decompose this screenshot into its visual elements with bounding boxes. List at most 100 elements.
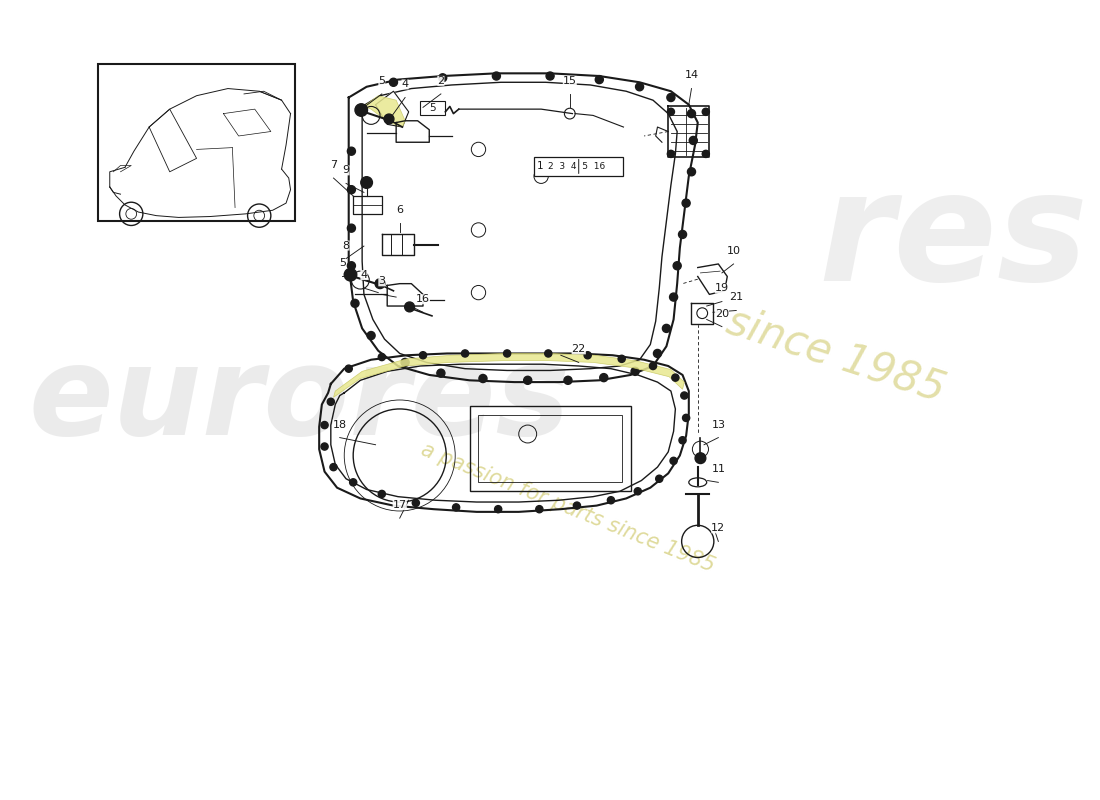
Polygon shape [375,91,409,127]
Circle shape [544,350,552,357]
Circle shape [653,350,661,358]
Text: 4: 4 [361,270,367,280]
Circle shape [348,186,355,194]
Circle shape [344,269,356,281]
Circle shape [536,506,543,513]
Text: 6: 6 [396,205,404,214]
Circle shape [348,224,355,232]
Polygon shape [692,303,713,324]
Text: since 1985: since 1985 [722,300,952,410]
Circle shape [631,367,639,375]
Circle shape [667,94,675,102]
Text: 5: 5 [378,76,385,86]
Circle shape [573,502,581,509]
Text: 1: 1 [537,161,543,171]
Circle shape [327,398,334,406]
Text: 19: 19 [715,283,729,294]
Circle shape [321,422,328,429]
Circle shape [618,355,625,362]
Text: 22: 22 [572,344,586,354]
Circle shape [688,110,695,118]
Circle shape [702,150,710,158]
Text: res: res [818,165,1088,314]
Text: 5: 5 [339,258,345,269]
Circle shape [584,352,592,359]
Circle shape [670,458,678,465]
Bar [534,157,624,176]
Bar [470,406,630,491]
Circle shape [672,374,679,382]
Circle shape [355,104,367,116]
Circle shape [668,108,674,115]
Circle shape [437,369,444,377]
Circle shape [350,478,356,486]
Text: 3: 3 [378,276,385,286]
Text: 2  3  4  5  16: 2 3 4 5 16 [548,162,605,171]
Circle shape [673,262,681,270]
Text: 14: 14 [684,70,699,81]
Text: 12: 12 [712,523,725,534]
Text: 15: 15 [563,76,576,86]
Circle shape [668,150,674,158]
Circle shape [452,504,460,511]
Circle shape [378,490,385,498]
Circle shape [682,199,690,207]
Circle shape [345,365,352,372]
Circle shape [462,350,469,357]
Circle shape [412,499,419,506]
Bar [420,101,446,115]
Bar [478,415,622,482]
Circle shape [330,463,337,470]
Text: a passion for parts since 1985: a passion for parts since 1985 [418,439,718,576]
Circle shape [375,278,385,289]
Text: 10: 10 [726,246,740,256]
Text: 8: 8 [342,241,350,250]
Circle shape [348,147,355,155]
Circle shape [478,374,487,382]
Circle shape [504,350,510,357]
Text: 7: 7 [330,160,337,170]
Circle shape [695,453,706,463]
Bar [98,64,295,221]
Circle shape [670,293,678,301]
Circle shape [635,488,641,495]
Circle shape [649,362,657,370]
Circle shape [679,230,686,238]
Circle shape [702,108,710,115]
Circle shape [662,324,671,333]
Circle shape [439,74,447,82]
Circle shape [419,352,427,359]
Text: 13: 13 [712,419,725,430]
Circle shape [564,376,572,384]
Text: eurores: eurores [29,339,571,461]
Circle shape [607,497,615,504]
Circle shape [367,331,375,339]
Circle shape [405,302,415,312]
Text: 16: 16 [416,294,430,304]
Circle shape [636,82,644,90]
Circle shape [378,354,385,361]
Text: 2: 2 [438,76,444,86]
Text: 4: 4 [402,79,409,90]
Circle shape [361,177,373,188]
Circle shape [384,114,394,124]
Circle shape [546,72,554,80]
Text: 20: 20 [715,309,729,318]
Text: 5: 5 [429,103,437,114]
Circle shape [679,437,686,444]
Polygon shape [364,96,405,127]
Polygon shape [333,354,684,398]
Circle shape [595,75,603,84]
Circle shape [681,392,688,399]
Circle shape [600,374,608,382]
Text: 17: 17 [393,500,407,510]
Text: 18: 18 [332,419,346,430]
Circle shape [493,72,500,80]
Text: 11: 11 [712,464,725,474]
Circle shape [524,376,531,384]
Circle shape [348,262,355,270]
Text: 21: 21 [729,293,744,302]
Polygon shape [697,264,727,294]
Circle shape [402,358,409,366]
Circle shape [495,506,502,513]
